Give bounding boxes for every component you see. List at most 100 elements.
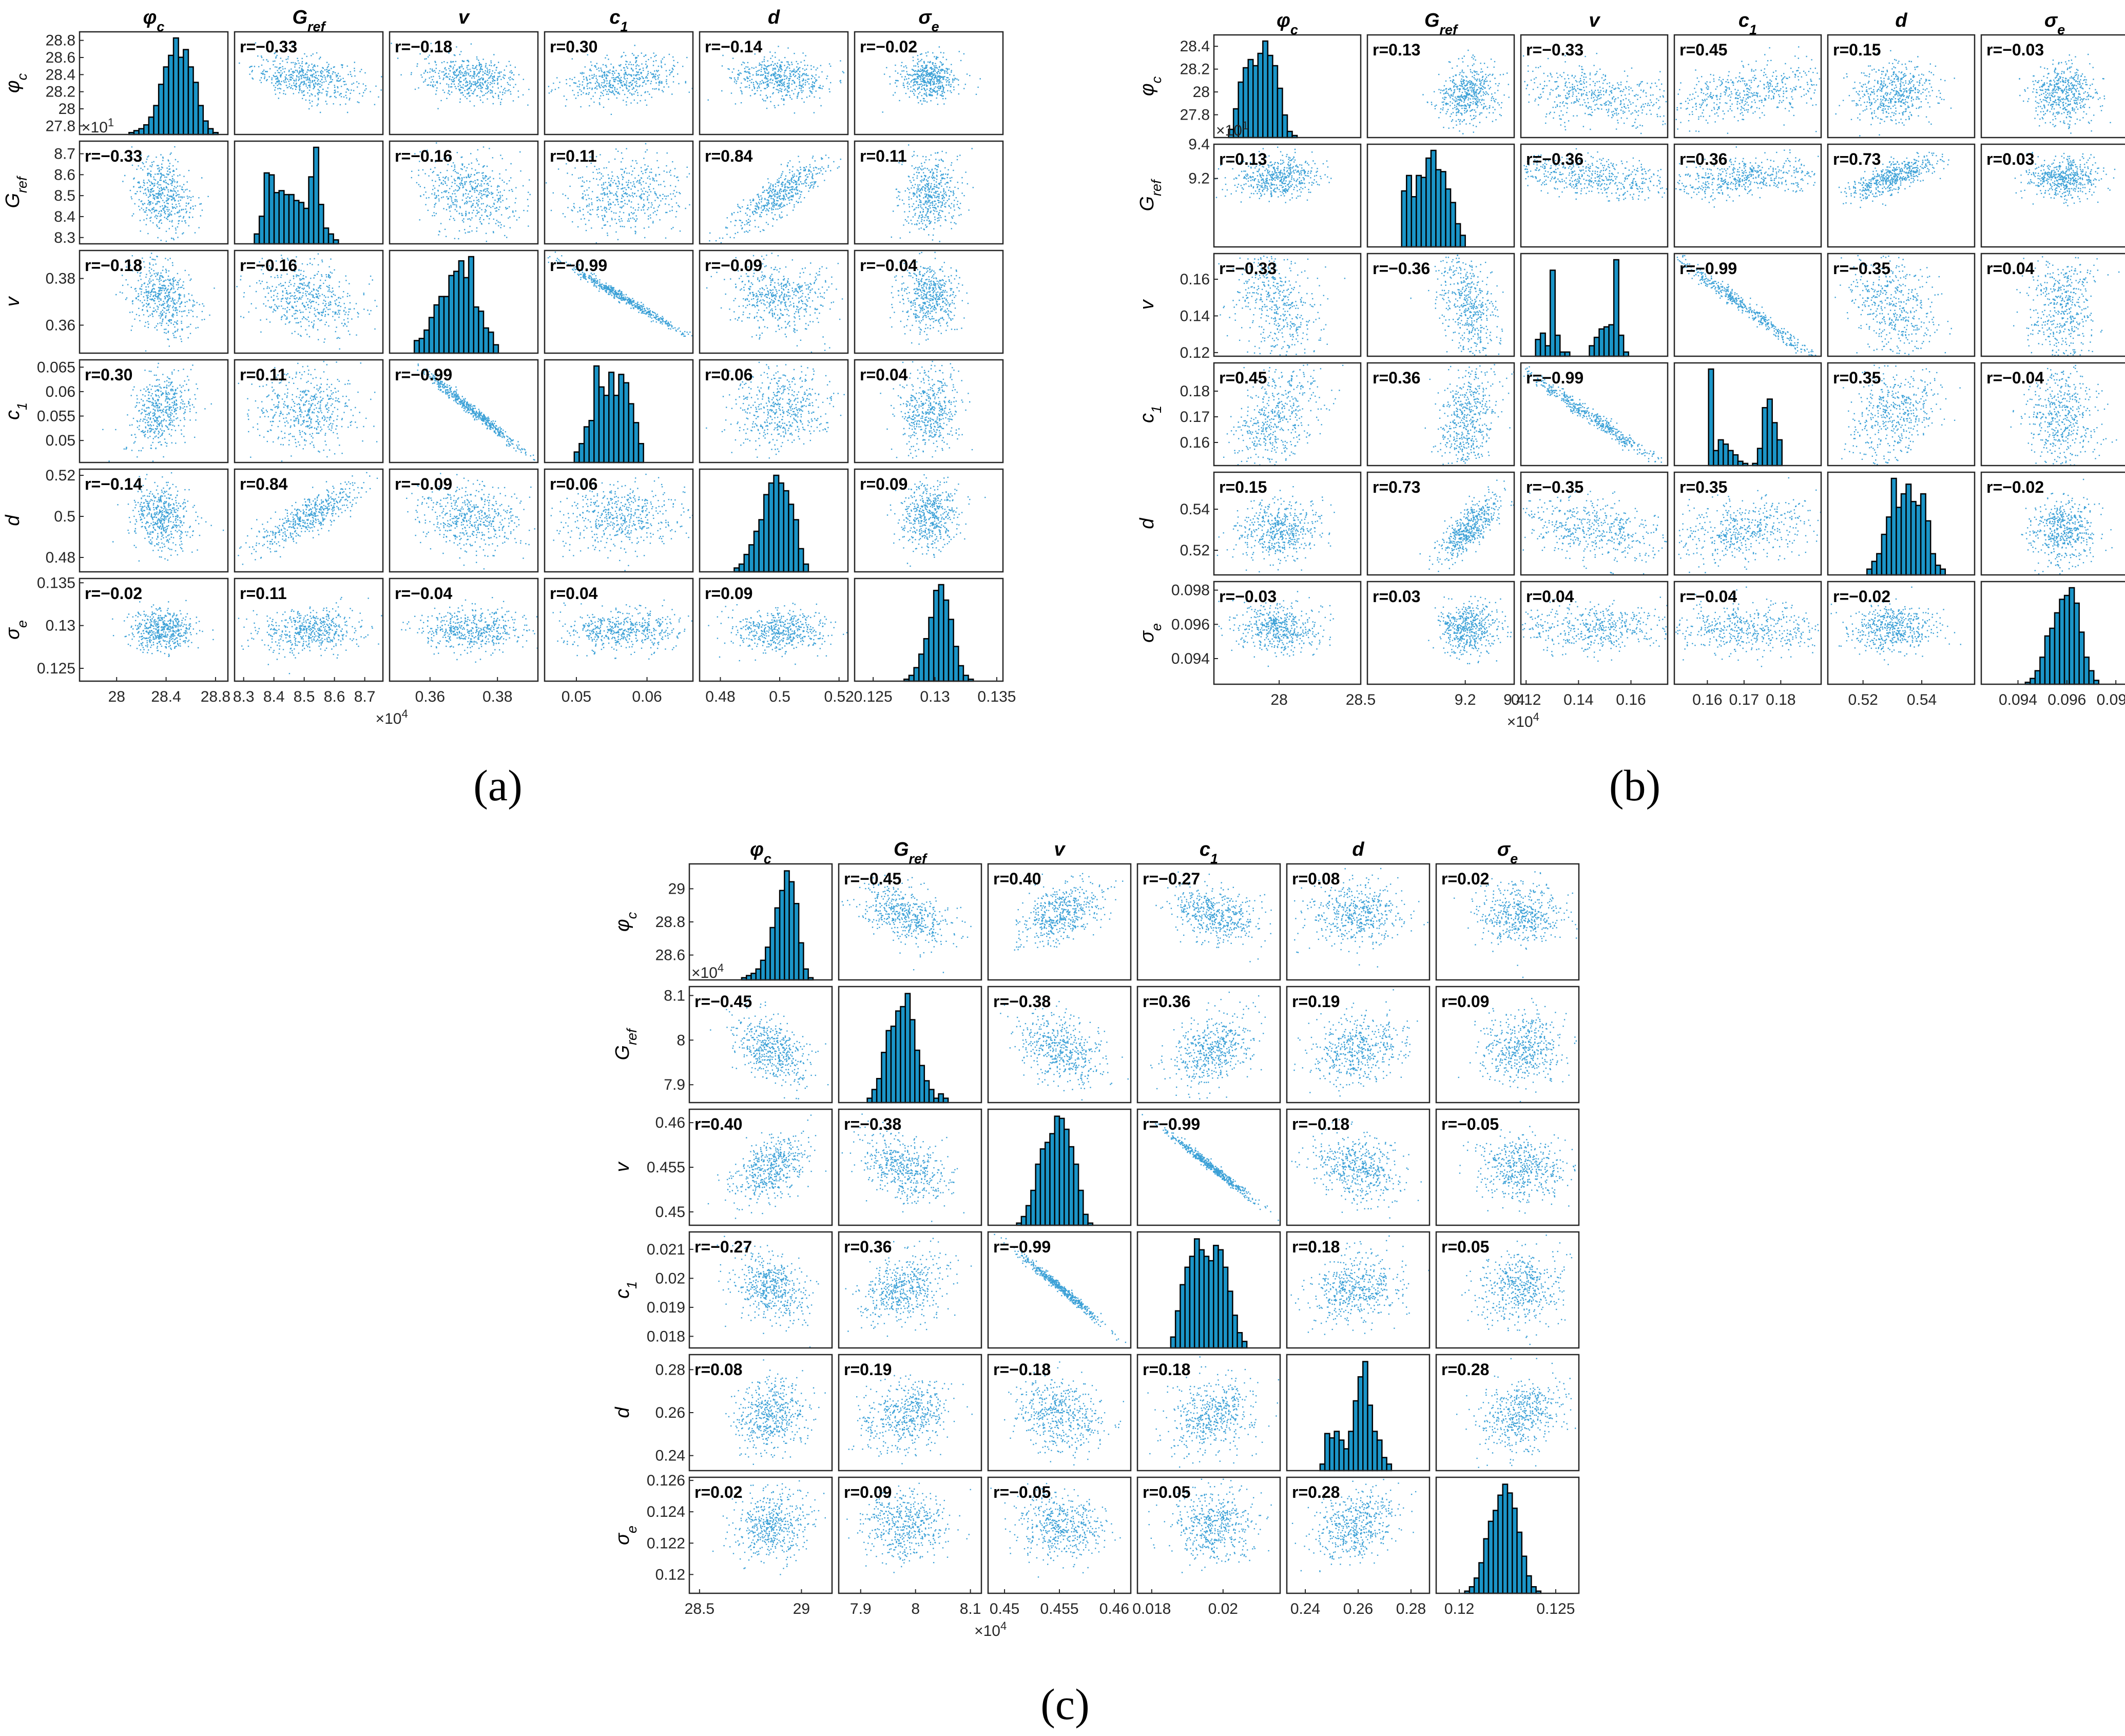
cell-c-4-0: r=0.08 0.24 0.26 0.28 d [612,1354,833,1472]
cell-b-5-4: r=−0.02 0.52 0.54 [1827,581,1976,708]
cell-c-3-0: r=−0.27 0.018 0.019 0.02 0.021 c1 [612,1231,833,1349]
hist-bar-c-1-14 [904,993,911,1104]
hist-bar-c-3-20 [1232,1315,1238,1349]
xtick-label-c-2-1: 0.455 [1040,1600,1078,1617]
cell-frame-c-1-3 [1136,986,1281,1104]
corr-label-c-4-0: r=0.08 [694,1360,742,1379]
hist-bar-a-5-18 [943,599,950,682]
cell-c-3-5: r=0.05 [1435,1231,1580,1349]
scatter-points-c-0-1 [841,875,972,973]
hist-bar-b-5-11 [2034,670,2041,685]
hist-bar-a-0-24 [197,105,204,136]
cell-c-5-3: r=0.05 0.018 0.02 [1132,1476,1281,1617]
col-title-b-3: c1 [1738,10,1757,37]
cell-c-2-1: r=−0.38 [838,1108,982,1226]
ytick-label-b-5-2: 0.098 [1171,582,1210,599]
ytick-label-c-4-1: 0.26 [655,1404,685,1421]
ytick-label-a-3-3: 0.065 [37,359,75,376]
corr-label-a-2-5: r=−0.04 [860,256,917,275]
cell-frame-a-3-3 [544,359,694,464]
cell-frame-c-0-1 [838,863,982,981]
scatter-points-b-3-0 [1223,364,1344,466]
hist-bar-b-0-14 [1282,114,1288,139]
hist-bar-c-5-8 [1473,1577,1480,1594]
hist-bar-c-3-21 [1237,1332,1243,1349]
hist-bar-b-5-19 [2073,602,2080,685]
col-title-b-0: φc [1277,10,1298,37]
ytick-label-a-4-0: 0.48 [46,549,75,566]
cell-b-4-4 [1827,471,1976,576]
corr-label-a-1-2: r=−0.16 [395,147,452,165]
scatter-points-a-3-2 [417,363,535,461]
hist-bar-b-0-10 [1262,40,1269,139]
scatter-points-b-2-4 [1834,255,1952,355]
corr-label-b-3-4: r=0.35 [1833,369,1881,387]
hist-bar-b-5-13 [2044,635,2051,685]
corr-label-c-1-0: r=−0.45 [694,992,752,1011]
hist-bar-b-1-15 [1440,171,1446,248]
col-title-a-4: d [768,7,780,28]
xtick-label-a-4-2: 0.52 [824,688,854,705]
hist-bar-a-5-12 [913,667,920,682]
hist-bar-c-2-20 [1083,1213,1089,1226]
hist-bar-a-2-9 [433,304,440,354]
cell-frame-a-5-5 [854,577,1004,682]
corr-label-c-4-3: r=0.18 [1143,1360,1190,1379]
cell-frame-b-1-4 [1827,143,1976,248]
cell-b-1-4: r=0.73 [1827,143,1976,248]
corr-label-c-0-5: r=0.02 [1441,870,1489,888]
cell-frame-b-5-4 [1827,581,1976,685]
col-title-b-1: Gref [1424,10,1459,37]
cell-frame-c-5-3 [1136,1476,1281,1594]
row-label-a-5: σe [2,620,30,640]
scatter-c-4-3 [1147,1356,1280,1468]
cell-b-0-3: r=0.45 c1 [1673,10,1822,139]
hist-bar-a-1-4 [254,233,260,245]
row-label-a-0: φc [2,73,30,93]
cell-frame-b-4-5 [1980,471,2125,576]
cell-frame-c-0-2 [987,863,1132,981]
scatter-points-b-2-5 [2013,256,2120,356]
corr-label-b-2-5: r=0.04 [1986,259,2035,278]
hist-bar-b-1-10 [1416,175,1422,248]
ytick-label-a-0-5: 28.8 [46,32,75,49]
cell-a-3-3 [544,359,694,464]
panel-label-b: (b) [1609,761,1661,810]
hist-bar-c-3-18 [1222,1266,1229,1349]
hist-bar-c-1-17 [919,1065,925,1104]
scatter-b-1-3 [1675,146,1819,208]
cell-frame-c-2-4 [1286,1108,1431,1226]
scatter-c-5-3 [1148,1478,1272,1573]
xtick-label-a-1-2: 8.5 [294,688,315,705]
cell-b-4-0: r=0.15 0.52 0.54 d [1136,471,1362,576]
cell-frame-a-4-1 [234,468,384,573]
hist-bar-a-3-19 [637,442,644,464]
hist-bar-a-2-18 [478,311,485,354]
cell-b-4-3: r=0.35 [1673,471,1822,576]
cell-frame-a-5-0 [79,577,229,682]
cell-frame-b-4-1 [1366,471,1515,576]
cell-frame-c-1-1 [838,986,982,1104]
hist-bar-c-1-22 [942,1097,949,1104]
ytick-label-c-2-1: 0.455 [647,1159,685,1176]
row-label-b-5: σe [1136,623,1164,643]
cell-c-4-5: r=0.28 [1435,1354,1580,1472]
scatter-points-a-0-1 [239,42,382,113]
corr-label-c-2-3: r=−0.99 [1143,1115,1200,1133]
xtick-label-a-3-0: 0.05 [562,688,591,705]
cell-frame-a-2-0 [79,249,229,354]
ytick-label-b-0-3: 28.4 [1180,38,1210,55]
ytick-label-a-0-2: 28.2 [46,84,75,101]
corr-label-b-5-0: r=−0.03 [1219,587,1277,606]
col-title-c-1: Gref [894,839,928,866]
scatter-a-1-4 [709,155,841,244]
hist-bar-c-2-18 [1073,1163,1079,1226]
scatter-a-4-0 [112,472,224,562]
hist-bar-b-4-21 [1929,553,1936,576]
corr-label-b-4-1: r=0.73 [1373,478,1420,496]
hist-bar-c-4-9 [1329,1437,1335,1472]
ytick-label-b-5-1: 0.096 [1171,616,1210,633]
ytick-label-b-4-1: 0.54 [1180,501,1210,518]
cell-c-2-2 [987,1108,1132,1226]
